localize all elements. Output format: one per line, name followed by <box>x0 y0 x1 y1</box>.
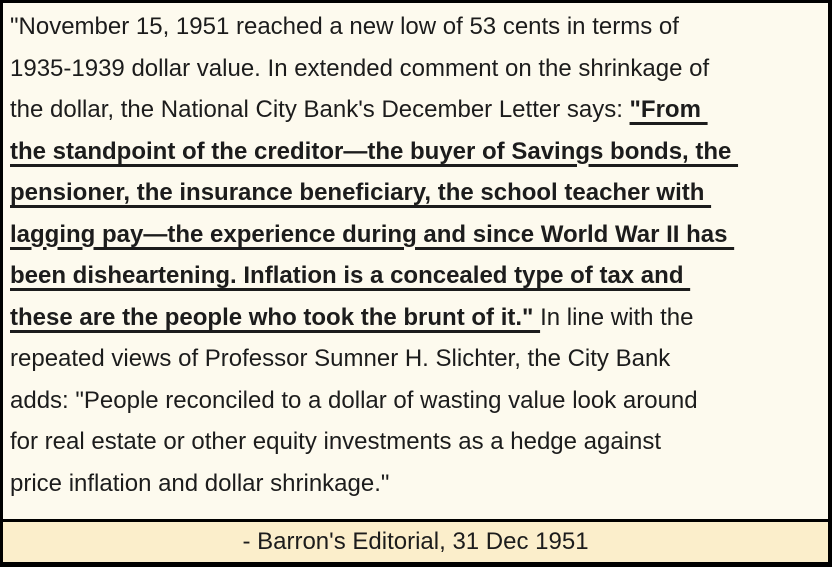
quote-lead: "November 15, 1951 reached a new low of … <box>10 13 710 123</box>
quote-emphasis: "From the standpoint of the creditor—the… <box>10 96 732 331</box>
quote-text: "November 15, 1951 reached a new low of … <box>3 3 828 519</box>
quote-tail: In line with the repeated views of Profe… <box>10 303 698 497</box>
attribution-text: - Barron's Editorial, 31 Dec 1951 <box>242 528 589 555</box>
attribution-bar: - Barron's Editorial, 31 Dec 1951 <box>3 519 828 562</box>
